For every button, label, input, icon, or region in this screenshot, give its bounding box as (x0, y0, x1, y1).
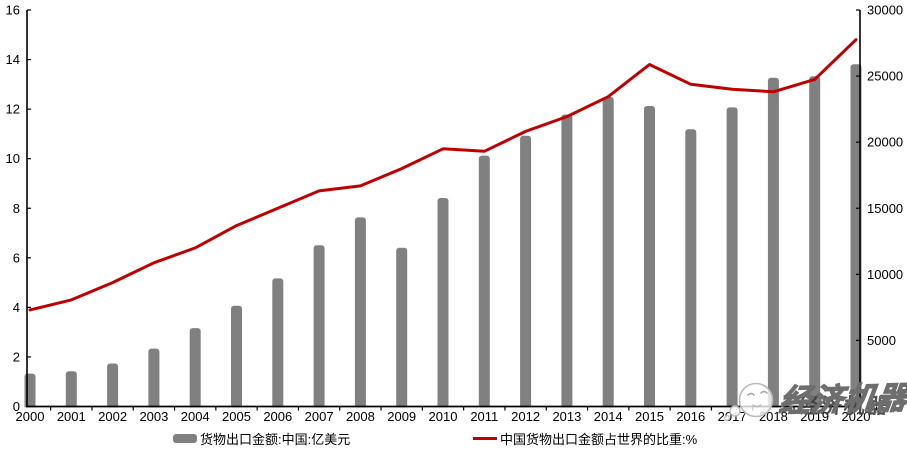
y-left-label: 6 (13, 250, 20, 265)
y-left-label: 16 (6, 3, 20, 18)
bar-2007 (313, 245, 325, 411)
x-label-2010: 2010 (429, 409, 458, 424)
bar-2005 (231, 305, 242, 411)
bar-2009 (396, 247, 408, 411)
x-label-2009: 2009 (387, 409, 416, 424)
bar-2012 (520, 135, 532, 411)
bar-2008 (354, 217, 366, 411)
legend-item-bar: 货物出口金额:中国:亿美元 (173, 430, 351, 447)
x-label-2016: 2016 (676, 409, 705, 424)
x-label-2014: 2014 (594, 409, 623, 424)
trend-line (28, 38, 858, 312)
bar-2013 (561, 114, 573, 411)
x-label-2013: 2013 (552, 409, 581, 424)
bar-2011 (478, 155, 490, 411)
y-left-label: 14 (6, 52, 20, 67)
bar-series-label: 货物出口金额:中国:亿美元 (200, 431, 351, 447)
y-left-label: 2 (13, 349, 20, 364)
bar-2010 (437, 198, 449, 411)
y-left-label: 8 (13, 201, 20, 216)
x-label-2005: 2005 (222, 409, 251, 424)
line-series-swatch (473, 436, 497, 440)
x-label-2001: 2001 (57, 409, 86, 424)
x-label-2000: 2000 (16, 409, 45, 424)
y-right-label: 15000 (867, 201, 903, 216)
x-label-2018: 2018 (759, 409, 788, 424)
bar-2003 (148, 348, 160, 411)
x-label-2006: 2006 (263, 409, 292, 424)
x-label-2002: 2002 (98, 409, 127, 424)
y-right-label: 5000 (867, 333, 896, 348)
legend-item-line: 中国货物出口金额占世界的比重:% (473, 430, 698, 447)
bar-2006 (272, 278, 284, 411)
x-label-2007: 2007 (305, 409, 334, 424)
axis-baseline-mask (0, 407, 907, 413)
bar-2000 (24, 373, 36, 411)
x-label-2019: 2019 (800, 409, 829, 424)
y-right-label: 10000 (867, 267, 903, 282)
y-right-label: 30000 (867, 3, 903, 18)
x-label-2017: 2017 (718, 409, 747, 424)
y-right-label: 20000 (867, 135, 903, 150)
y-left-label: 12 (6, 102, 20, 117)
bar-series-swatch (173, 433, 197, 443)
x-label-2011: 2011 (470, 409, 498, 424)
x-label-2008: 2008 (346, 409, 375, 424)
y-left-label: 0 (13, 399, 20, 414)
y-right-label: 0 (867, 399, 874, 414)
bar-2002 (107, 363, 119, 411)
bar-2020 (850, 64, 862, 411)
bar-2017 (726, 107, 738, 411)
bar-2018 (767, 77, 779, 411)
bar-2014 (602, 96, 614, 411)
y-left-label: 4 (13, 300, 20, 315)
x-label-2003: 2003 (139, 409, 168, 424)
line-series-label: 中国货物出口金额占世界的比重:% (500, 431, 698, 447)
x-label-2015: 2015 (635, 409, 664, 424)
bar-2004 (189, 328, 201, 411)
bar-2001 (65, 371, 77, 411)
y-right-label: 25000 (867, 69, 903, 84)
x-label-2004: 2004 (181, 409, 210, 424)
x-label-2020: 2020 (842, 409, 871, 424)
bar-2019 (809, 76, 821, 411)
bar-2015 (644, 106, 655, 411)
y-left-label: 10 (6, 151, 20, 166)
x-label-2012: 2012 (511, 409, 540, 424)
bar-2016 (685, 129, 697, 411)
